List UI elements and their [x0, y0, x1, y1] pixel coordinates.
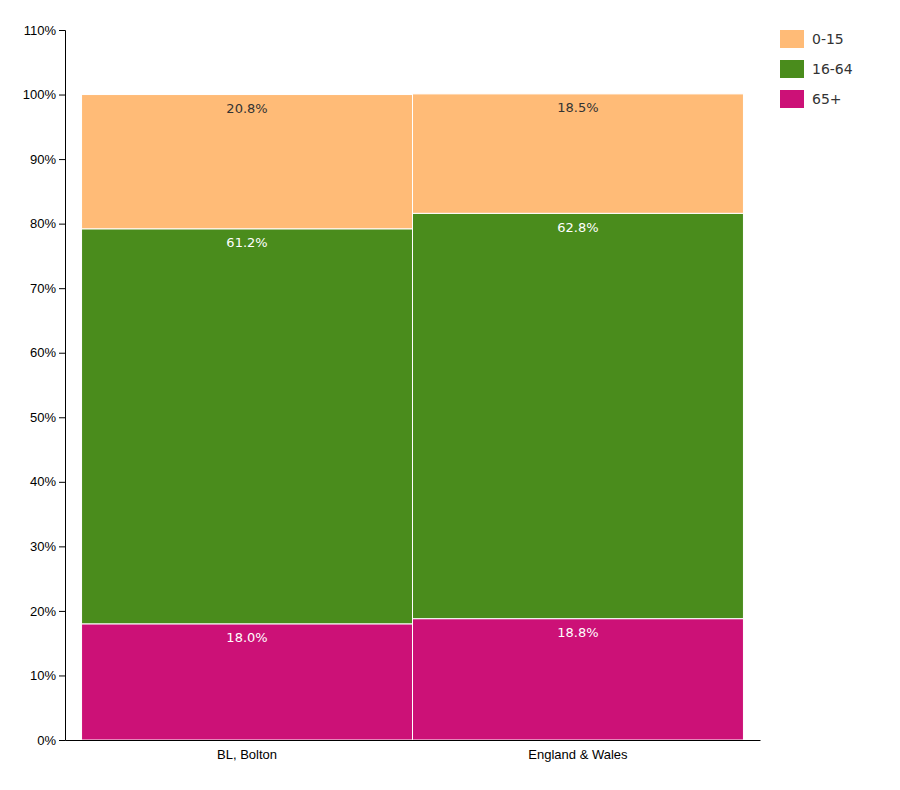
- legend-swatch: [780, 60, 804, 78]
- y-tick-label: 100%: [23, 87, 57, 102]
- y-tick-label: 70%: [30, 281, 56, 296]
- data-label: 18.0%: [226, 630, 267, 645]
- y-tick: 40%: [30, 474, 65, 489]
- bar-segment: [82, 624, 413, 740]
- data-label: 18.5%: [557, 100, 598, 115]
- axis-domain: [66, 740, 761, 741]
- bar-segment: [82, 229, 413, 624]
- y-tick: 110%: [24, 23, 65, 38]
- y-tick-mark: [59, 675, 65, 676]
- y-tick: 90%: [30, 152, 65, 167]
- y-tick-mark: [59, 482, 65, 483]
- plot: 18.0% 18.8% 61.2% 62.8% 20.8% 18.5% 0% 10% 20% 30…: [23, 23, 761, 763]
- y-tick-label: 40%: [30, 474, 56, 489]
- y-tick: 60%: [30, 345, 65, 360]
- y-tick-mark: [59, 611, 65, 612]
- y-tick-label: 30%: [30, 539, 56, 554]
- y-tick: 0%: [37, 733, 65, 748]
- data-label: 18.8%: [557, 625, 598, 640]
- x-axis: BL, Bolton England & Wales: [66, 741, 761, 763]
- y-tick-mark: [59, 546, 65, 547]
- y-axis: 0% 10% 20% 30% 40% 50% 60% 70% 80% 90% 100% 110%: [23, 23, 66, 748]
- y-tick-mark: [59, 288, 65, 289]
- data-label: 20.8%: [226, 101, 267, 116]
- legend-label: 16-64: [812, 61, 853, 77]
- y-tick-mark: [59, 95, 65, 96]
- data-label: 62.8%: [557, 220, 598, 235]
- x-tick-label: BL, Bolton: [217, 747, 277, 762]
- legend-label: 0-15: [812, 31, 844, 47]
- y-tick-label: 10%: [30, 668, 56, 683]
- legend-item: 65+: [780, 90, 842, 108]
- y-tick: 80%: [30, 216, 65, 231]
- axis-domain: [59, 31, 66, 741]
- y-tick-label: 0%: [37, 733, 56, 748]
- y-tick-mark: [59, 224, 65, 225]
- y-tick-label: 60%: [30, 345, 56, 360]
- y-tick-mark: [59, 740, 65, 741]
- bar-segment: [413, 94, 744, 213]
- bars: [82, 94, 744, 740]
- legend-swatch: [780, 90, 804, 108]
- y-tick-label: 50%: [30, 410, 56, 425]
- legend-swatch: [780, 30, 804, 48]
- y-tick: 100%: [23, 87, 65, 102]
- y-tick-mark: [59, 159, 65, 160]
- y-tick-label: 90%: [30, 152, 56, 167]
- x-tick-label: England & Wales: [528, 747, 628, 762]
- y-tick: 30%: [30, 539, 65, 554]
- legend: 0-15 16-64 65+: [780, 30, 853, 108]
- data-labels: 18.0% 18.8% 61.2% 62.8% 20.8% 18.5%: [226, 100, 598, 645]
- y-tick-mark: [59, 30, 65, 31]
- legend-item: 0-15: [780, 30, 844, 48]
- data-label: 61.2%: [226, 235, 267, 250]
- y-tick-label: 110%: [24, 23, 57, 38]
- chart: 18.0% 18.8% 61.2% 62.8% 20.8% 18.5% 0% 10% 20% 30…: [0, 0, 900, 790]
- x-tick: England & Wales: [528, 747, 628, 762]
- y-tick: 50%: [30, 410, 65, 425]
- y-tick: 20%: [30, 604, 65, 619]
- legend-label: 65+: [812, 91, 842, 107]
- y-tick: 10%: [30, 668, 65, 683]
- y-tick: 70%: [30, 281, 65, 296]
- legend-item: 16-64: [780, 60, 853, 78]
- y-tick-mark: [59, 353, 65, 354]
- y-tick-label: 20%: [30, 604, 56, 619]
- bar-segment: [413, 213, 744, 618]
- bar-segment: [82, 95, 413, 229]
- y-tick-mark: [59, 417, 65, 418]
- x-tick: BL, Bolton: [217, 747, 277, 762]
- bar-segment: [413, 619, 744, 740]
- y-tick-label: 80%: [30, 216, 56, 231]
